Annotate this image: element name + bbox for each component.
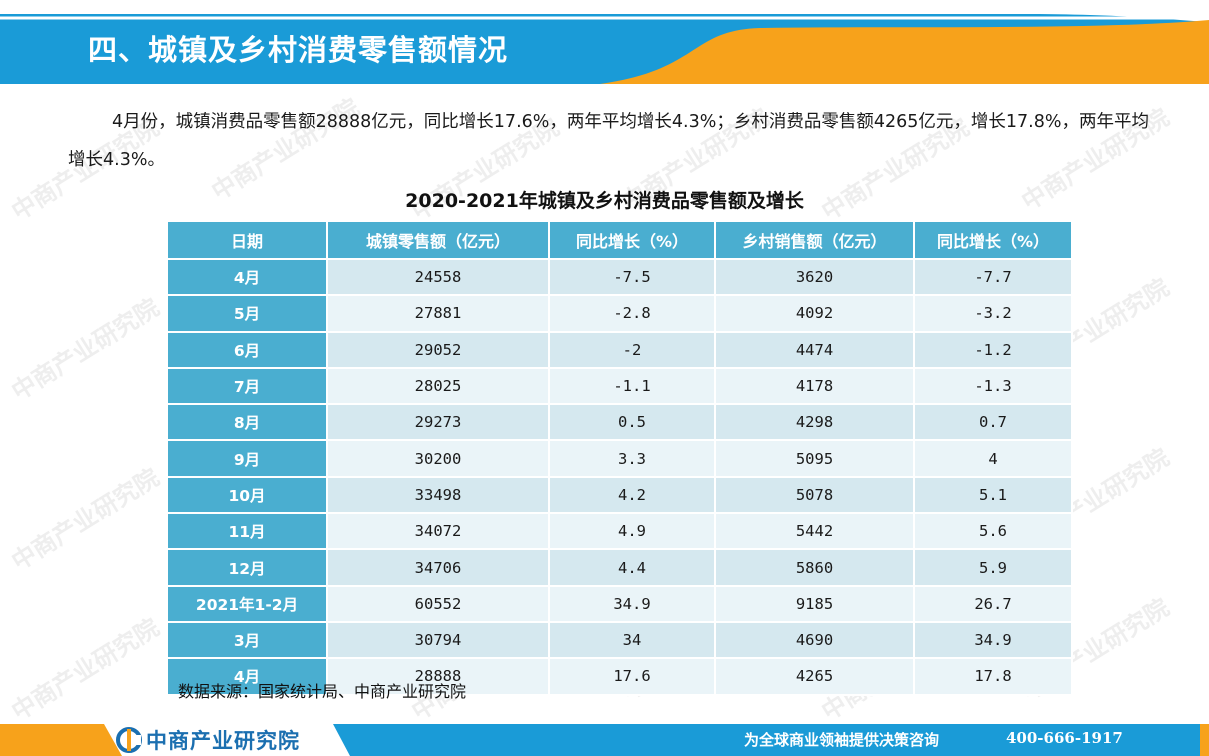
data-table: 日期 城镇零售额（亿元） 同比增长（%） 乡村销售额（亿元） 同比增长（%） 4… bbox=[166, 220, 1073, 696]
data-source: 数据来源：国家统计局、中商产业研究院 bbox=[178, 682, 467, 701]
cell-date: 4月 bbox=[166, 657, 328, 696]
cell-date: 9月 bbox=[166, 439, 328, 478]
cell-rural-sales: 4474 bbox=[714, 330, 915, 369]
header-urban-sales: 城镇零售额（亿元） bbox=[326, 220, 550, 260]
cell-rural-sales: 5860 bbox=[714, 548, 915, 587]
footer-slogan: 为全球商业领袖提供决策咨询 bbox=[744, 731, 940, 749]
cell-rural-growth: 0.7 bbox=[913, 403, 1073, 442]
table-row: 8月 29273 0.5 4298 0.7 bbox=[166, 403, 1073, 442]
cell-date: 7月 bbox=[166, 366, 328, 406]
cell-urban-growth: -2.8 bbox=[548, 294, 716, 333]
table-row: 5月 27881 -2.8 4092 -3.2 bbox=[166, 294, 1073, 333]
cell-rural-growth: -7.7 bbox=[913, 257, 1073, 297]
table-body: 4月 24558 -7.5 3620 -7.7 5月 27881 -2.8 4092 -3.2 6月… bbox=[166, 257, 1073, 696]
intro-text: 4月份，城镇消费品零售额28888亿元，同比增长17.6%，两年平均增长4.3%… bbox=[68, 112, 1149, 170]
cell-rural-sales: 5095 bbox=[714, 439, 915, 478]
cell-date: 11月 bbox=[166, 512, 328, 551]
table-row: 10月 33498 4.2 5078 5.1 bbox=[166, 475, 1073, 515]
cell-rural-sales: 5442 bbox=[714, 512, 915, 551]
cell-rural-sales: 4178 bbox=[714, 366, 915, 406]
table-row: 12月 34706 4.4 5860 5.9 bbox=[166, 548, 1073, 587]
table-row: 7月 28025 -1.1 4178 -1.3 bbox=[166, 366, 1073, 406]
table-header-row: 日期 城镇零售额（亿元） 同比增长（%） 乡村销售额（亿元） 同比增长（%） bbox=[166, 220, 1073, 260]
header-rural-sales: 乡村销售额（亿元） bbox=[714, 220, 915, 260]
cell-date: 5月 bbox=[166, 294, 328, 333]
cell-urban-sales: 27881 bbox=[326, 294, 550, 333]
table-title: 2020-2021年城镇及乡村消费品零售额及增长 bbox=[405, 190, 804, 212]
table-row: 3月 30794 34 4690 34.9 bbox=[166, 620, 1073, 660]
table-row: 11月 34072 4.9 5442 5.6 bbox=[166, 512, 1073, 551]
table-row: 4月 28888 17.6 4265 17.8 bbox=[166, 657, 1073, 696]
watermark-text: 中商产业研究院 bbox=[6, 293, 164, 407]
cell-rural-sales: 3620 bbox=[714, 257, 915, 297]
cell-urban-sales: 24558 bbox=[326, 257, 550, 297]
cell-date: 10月 bbox=[166, 475, 328, 515]
cell-urban-growth: -2 bbox=[548, 330, 716, 369]
data-table-wrapper: 日期 城镇零售额（亿元） 同比增长（%） 乡村销售额（亿元） 同比增长（%） 4… bbox=[166, 220, 1073, 696]
cell-urban-growth: -7.5 bbox=[548, 257, 716, 297]
cell-urban-growth: 0.5 bbox=[548, 403, 716, 442]
table-row: 9月 30200 3.3 5095 4 bbox=[166, 439, 1073, 478]
cell-urban-sales: 34072 bbox=[326, 512, 550, 551]
cell-urban-growth: 4.2 bbox=[548, 475, 716, 515]
footer-phone: 400-666-1917 bbox=[1006, 729, 1123, 747]
cell-urban-sales: 30794 bbox=[326, 620, 550, 660]
watermark-text: 中商产业研究院 bbox=[6, 613, 164, 727]
cell-rural-growth: 5.6 bbox=[913, 512, 1073, 551]
footer-banner: 中商产业研究院 为全球商业领袖提供决策咨询 400-666-1917 bbox=[0, 722, 1209, 756]
cell-urban-sales: 29052 bbox=[326, 330, 550, 369]
cell-rural-growth: 26.7 bbox=[913, 584, 1073, 623]
cell-rural-growth: -3.2 bbox=[913, 294, 1073, 333]
cell-rural-sales: 4092 bbox=[714, 294, 915, 333]
cell-urban-growth: 34.9 bbox=[548, 584, 716, 623]
header-urban-growth: 同比增长（%） bbox=[548, 220, 716, 260]
cell-rural-growth: 4 bbox=[913, 439, 1073, 478]
cell-date: 4月 bbox=[166, 257, 328, 297]
cell-rural-sales: 4265 bbox=[714, 657, 915, 696]
table-row: 4月 24558 -7.5 3620 -7.7 bbox=[166, 257, 1073, 297]
cell-urban-sales: 28025 bbox=[326, 366, 550, 406]
cell-rural-sales: 9185 bbox=[714, 584, 915, 623]
cell-rural-growth: 5.9 bbox=[913, 548, 1073, 587]
cell-date: 12月 bbox=[166, 548, 328, 587]
cell-rural-growth: -1.2 bbox=[913, 330, 1073, 369]
cell-rural-sales: 4690 bbox=[714, 620, 915, 660]
cell-urban-growth: 34 bbox=[548, 620, 716, 660]
footer-background bbox=[0, 724, 1209, 756]
page-title: 四、城镇及乡村消费零售额情况 bbox=[88, 33, 509, 67]
cell-urban-sales: 33498 bbox=[326, 475, 550, 515]
header-rural-growth: 同比增长（%） bbox=[913, 220, 1073, 260]
cell-date: 8月 bbox=[166, 403, 328, 442]
header-banner: 四、城镇及乡村消费零售额情况 bbox=[0, 0, 1209, 84]
intro-paragraph: 4月份，城镇消费品零售额28888亿元，同比增长17.6%，两年平均增长4.3%… bbox=[68, 103, 1158, 179]
cell-urban-growth: -1.1 bbox=[548, 366, 716, 406]
footer-logo-text: 中商产业研究院 bbox=[146, 729, 300, 753]
company-logo-icon bbox=[116, 727, 142, 753]
header-date: 日期 bbox=[166, 220, 328, 260]
cell-urban-sales: 28888 bbox=[326, 657, 550, 696]
table-row: 2021年1-2月 60552 34.9 9185 26.7 bbox=[166, 584, 1073, 623]
cell-rural-growth: -1.3 bbox=[913, 366, 1073, 406]
cell-urban-growth: 17.6 bbox=[548, 657, 716, 696]
cell-rural-growth: 5.1 bbox=[913, 475, 1073, 515]
cell-date: 2021年1-2月 bbox=[166, 584, 328, 623]
cell-urban-growth: 3.3 bbox=[548, 439, 716, 478]
watermark-text: 中商产业研究院 bbox=[6, 463, 164, 577]
table-row: 6月 29052 -2 4474 -1.2 bbox=[166, 330, 1073, 369]
cell-urban-sales: 34706 bbox=[326, 548, 550, 587]
cell-urban-sales: 30200 bbox=[326, 439, 550, 478]
cell-urban-sales: 29273 bbox=[326, 403, 550, 442]
cell-date: 3月 bbox=[166, 620, 328, 660]
cell-date: 6月 bbox=[166, 330, 328, 369]
cell-urban-growth: 4.4 bbox=[548, 548, 716, 587]
cell-rural-growth: 34.9 bbox=[913, 620, 1073, 660]
cell-rural-growth: 17.8 bbox=[913, 657, 1073, 696]
cell-rural-sales: 5078 bbox=[714, 475, 915, 515]
cell-urban-sales: 60552 bbox=[326, 584, 550, 623]
header-background bbox=[0, 0, 1209, 84]
cell-rural-sales: 4298 bbox=[714, 403, 915, 442]
cell-urban-growth: 4.9 bbox=[548, 512, 716, 551]
